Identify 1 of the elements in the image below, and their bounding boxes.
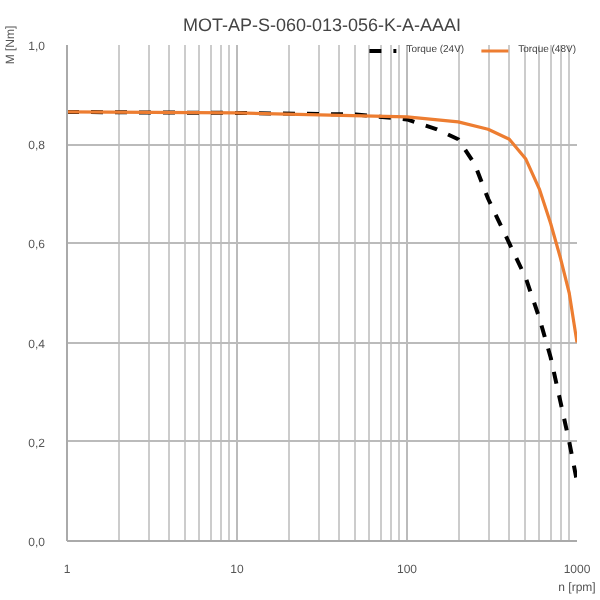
chart-title: MOT-AP-S-060-013-056-K-A-AAAI bbox=[182, 15, 462, 35]
